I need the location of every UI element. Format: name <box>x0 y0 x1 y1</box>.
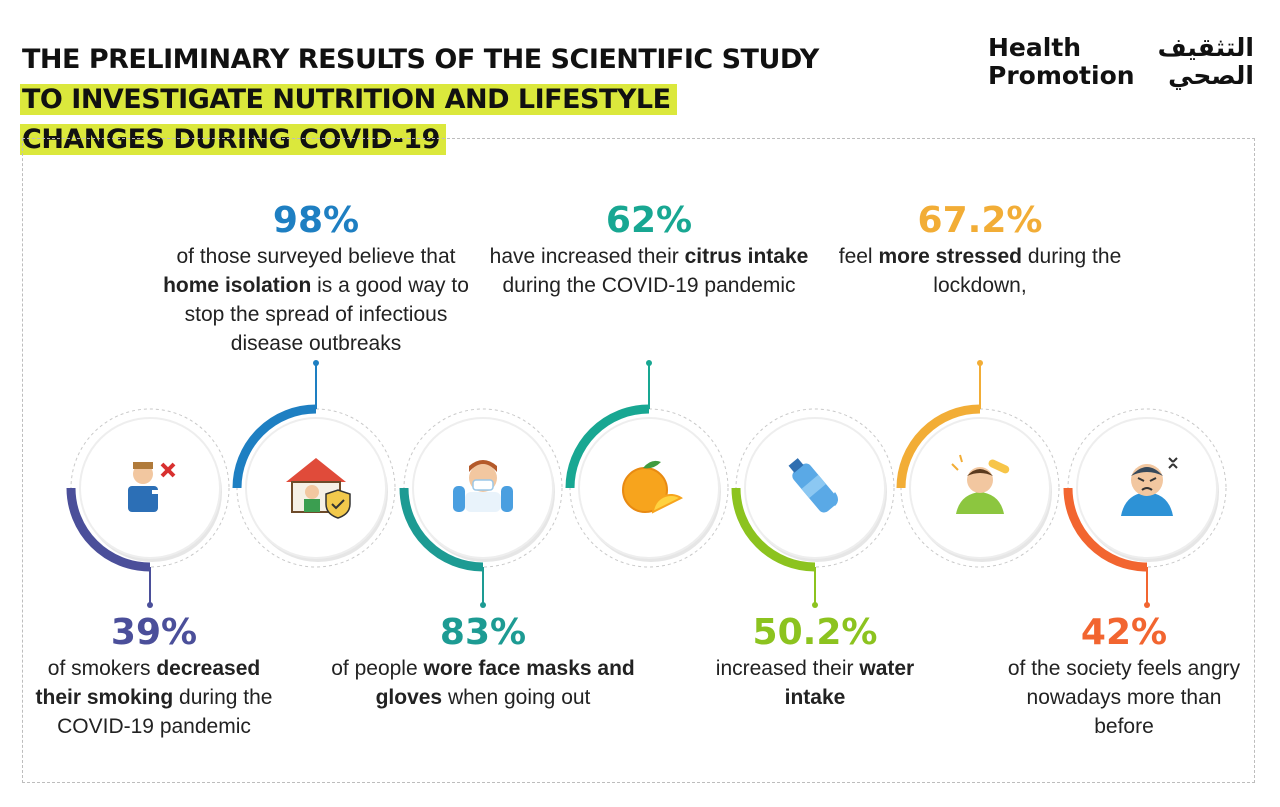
desc-bold: more stressed <box>878 245 1023 268</box>
title-line-2: TO INVESTIGATE NUTRITION AND LIFESTYLE <box>20 84 677 115</box>
stressed-person-icon <box>951 454 1010 514</box>
stat-text-citrus: 62% have increased their citrus intake du… <box>479 200 819 300</box>
stat-masks <box>399 408 563 608</box>
stat-arc <box>731 487 816 572</box>
stat-arc <box>232 404 317 489</box>
connector-dot <box>480 602 486 608</box>
connector-dot <box>646 360 652 366</box>
stat-water <box>731 408 895 608</box>
connector-dot <box>977 360 983 366</box>
desc-pre: feel <box>838 245 879 268</box>
desc-post: during the COVID-19 pandemic <box>57 686 273 738</box>
desc-pre: of the society feels angry nowadays more… <box>1007 657 1241 738</box>
stat-text-anger: 42% of the society feels angry nowadays m… <box>994 612 1254 741</box>
page-title: THE PRELIMINARY RESULTS OF THE SCIENTIFI… <box>20 40 819 160</box>
orange-fruit-icon <box>622 460 683 514</box>
stat-citrus <box>565 360 729 568</box>
stat-arc <box>66 487 151 572</box>
desc-pre: of those surveyed believe that <box>176 245 456 268</box>
stat-value: 62% <box>605 200 693 241</box>
logo-en-line1: Health <box>988 33 1081 62</box>
stat-smoking <box>66 408 230 608</box>
stat-arc <box>896 404 981 489</box>
logo-en-line2: Promotion <box>988 61 1135 90</box>
title-line-1: THE PRELIMINARY RESULTS OF THE SCIENTIFI… <box>22 44 819 75</box>
stat-description: of people wore face masks and gloves whe… <box>331 657 635 709</box>
stat-text-stress: 67.2% feel more stressed during the lockd… <box>810 200 1150 300</box>
stat-arc <box>565 404 650 489</box>
face-mask-icon <box>453 460 513 512</box>
stat-description: feel more stressed during the lockdown, <box>839 245 1122 297</box>
stat-value: 39% <box>110 612 198 653</box>
stat-anger <box>1063 408 1227 608</box>
stat-stress <box>896 360 1060 568</box>
connector-dot <box>1144 602 1150 608</box>
angry-person-icon <box>1121 457 1178 516</box>
health-promotion-logo: Health Promotion التثقيف الصحي <box>988 33 1254 90</box>
desc-bold: wore face masks and gloves <box>375 657 635 709</box>
content-frame <box>22 138 1255 783</box>
desc-post: during the lockdown, <box>933 245 1122 297</box>
desc-pre: of smokers <box>47 657 157 680</box>
connector-dot <box>147 602 153 608</box>
stat-arc <box>399 487 484 572</box>
connector-dot <box>812 602 818 608</box>
stat-text-masks: 83% of people wore face masks and gloves … <box>313 612 653 712</box>
smoker-no-icon <box>128 462 176 512</box>
stat-description: of smokers decreased their smoking durin… <box>36 657 273 738</box>
stat-text-isolation: 98% of those surveyed believe that home i… <box>146 200 486 358</box>
desc-bold: decreased their smoking <box>35 657 261 709</box>
water-bottle-icon <box>788 458 838 513</box>
desc-bold: citrus intake <box>684 245 809 268</box>
stat-text-smoking: 39% of smokers decreased their smoking du… <box>24 612 284 741</box>
stat-description: of the society feels angry nowadays more… <box>1008 657 1240 738</box>
home-shield-icon <box>286 458 351 519</box>
desc-post: when going out <box>442 686 591 709</box>
stat-description: of those surveyed believe that home isol… <box>163 245 469 355</box>
stat-value: 42% <box>1080 612 1168 653</box>
desc-post: is a good way to stop the spread of infe… <box>184 274 469 355</box>
desc-post: during the COVID-19 pandemic <box>502 274 796 297</box>
connector-dot <box>313 360 319 366</box>
stat-description: have increased their citrus intake durin… <box>490 245 809 297</box>
desc-pre: of people <box>331 657 424 680</box>
stat-text-water: 50.2% increased their water intake <box>685 612 945 712</box>
stat-description: increased their water intake <box>716 657 914 709</box>
stat-isolation <box>232 360 396 568</box>
stat-arc <box>1063 487 1148 572</box>
desc-bold: home isolation <box>163 274 312 297</box>
stat-value: 83% <box>439 612 527 653</box>
desc-pre: have increased their <box>489 245 685 268</box>
stat-value: 98% <box>272 200 360 241</box>
stat-value: 67.2% <box>917 200 1043 241</box>
logo-ar-line1: التثقيف <box>1158 33 1254 62</box>
logo-ar-line2: الصحي <box>1168 61 1254 90</box>
title-line-3: CHANGES DURING COVID-19 <box>20 124 446 155</box>
desc-bold: water intake <box>784 657 915 709</box>
stat-value: 50.2% <box>752 612 878 653</box>
desc-pre: increased their <box>715 657 860 680</box>
